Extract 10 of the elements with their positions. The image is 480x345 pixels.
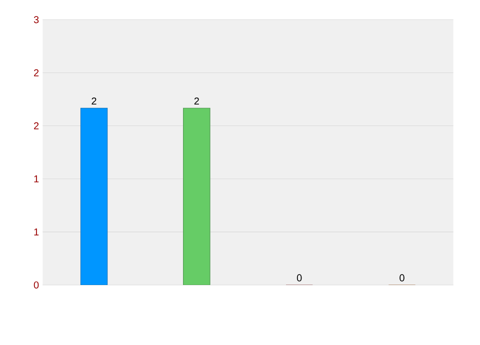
y-tick-label: 1 (34, 228, 39, 236)
data-label: 0 (400, 274, 404, 282)
y-tick-label: 1 (34, 175, 39, 182)
y-tick-label: 2 (34, 69, 39, 76)
data-label: 2 (92, 98, 96, 104)
y-tick-label: 3 (34, 16, 39, 24)
data-label: 0 (296, 274, 302, 282)
y-tick-label: 2 (34, 122, 39, 130)
y-tick-label: 0 (34, 281, 39, 289)
data-label: 2 (194, 98, 199, 104)
